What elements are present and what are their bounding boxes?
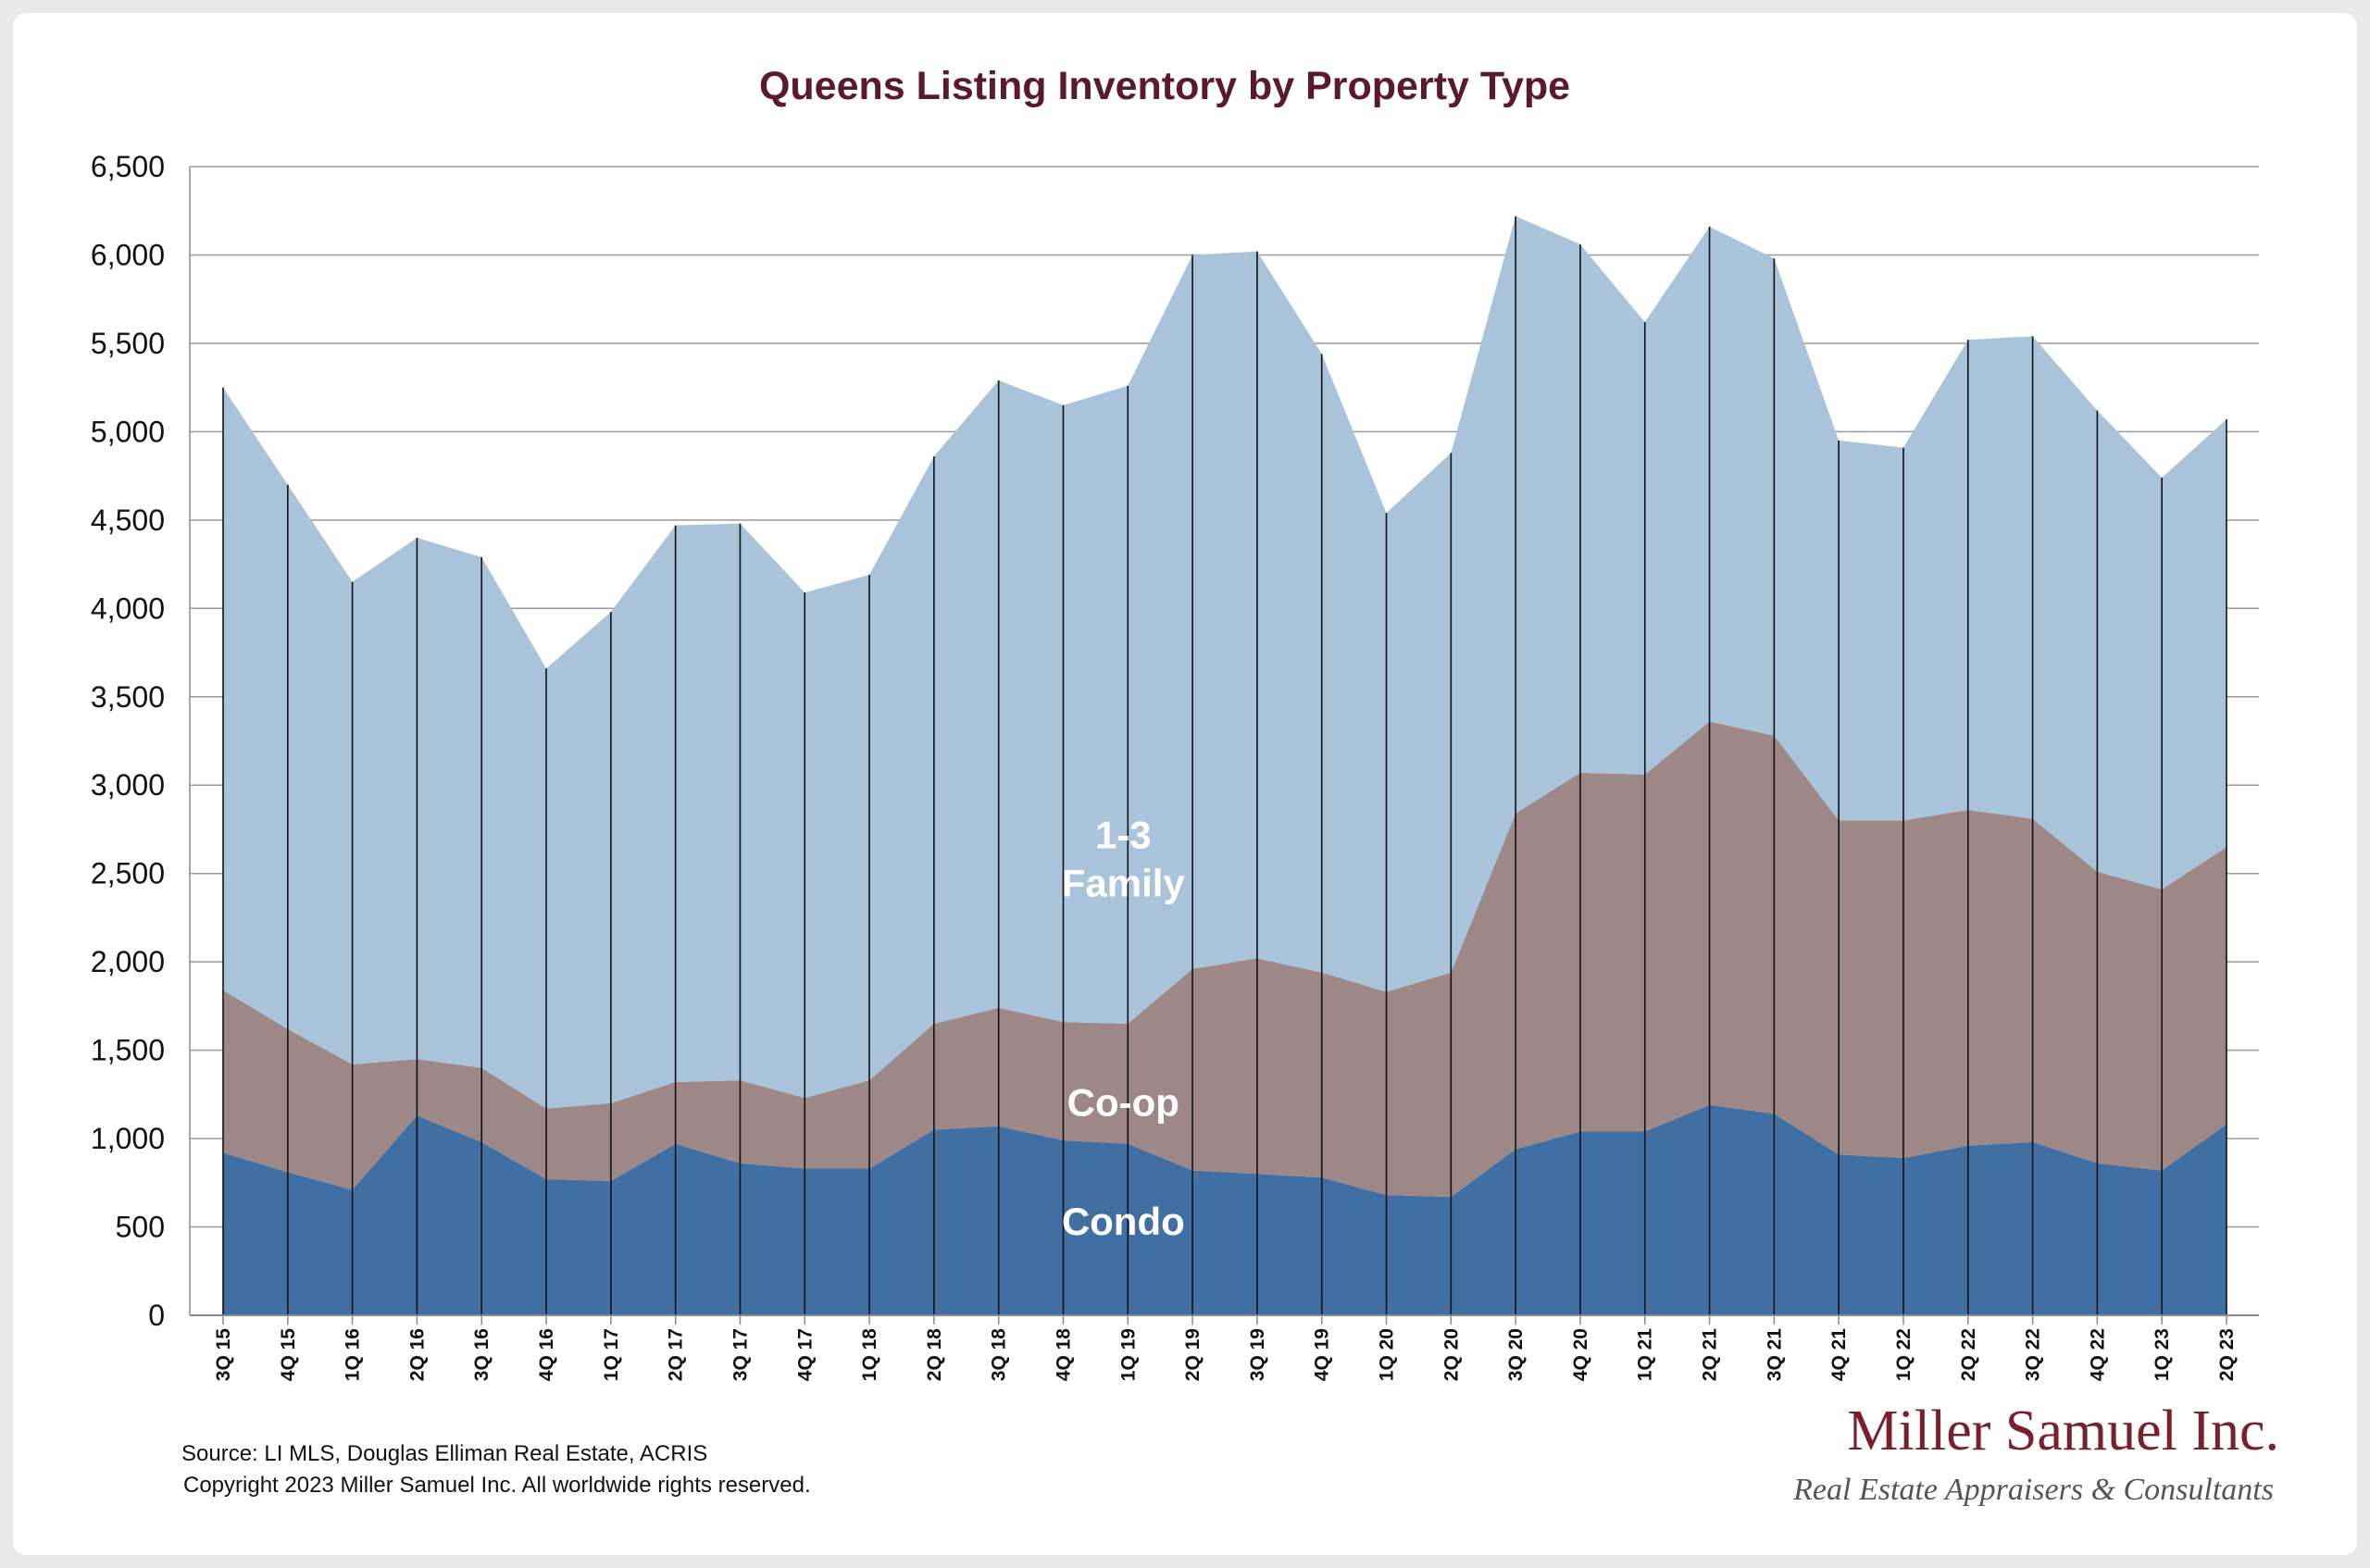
chart: Queens Listing Inventory by Property Typ… [91, 64, 2279, 1507]
y-tick-label: 4,500 [91, 504, 165, 537]
x-tick-label: 2Q 19 [1182, 1328, 1204, 1381]
y-tick-label: 2,000 [91, 945, 165, 978]
y-tick-label: 0 [148, 1299, 165, 1332]
y-tick-label: 3,000 [91, 768, 165, 802]
x-tick-label: 2Q 20 [1441, 1328, 1462, 1381]
x-tick-label: 1Q 22 [1893, 1328, 1915, 1381]
x-tick-label: 3Q 16 [471, 1328, 493, 1381]
x-tick-label: 3Q 18 [989, 1328, 1010, 1382]
y-tick-label: 5,500 [91, 327, 165, 360]
x-tick-label: 1Q 16 [343, 1328, 364, 1381]
series-labels: Condo Co-op 1-3 Family [1062, 814, 1186, 1244]
y-tick-label: 1,000 [91, 1122, 165, 1155]
x-tick-label: 2Q 21 [1700, 1328, 1721, 1382]
x-tick-label: 3Q 15 [213, 1328, 234, 1382]
x-tick-labels: 3Q 15 4Q 15 1Q 16 2Q 16 3Q 16 4Q 16 1Q 17 2Q 17… [213, 1328, 2238, 1382]
chart-frame: Queens Listing Inventory by Property Typ… [13, 13, 2357, 1555]
copyright-line: Copyright 2023 Miller Samuel Inc. All wo… [183, 1473, 811, 1498]
x-tick-label: 1Q 17 [601, 1328, 622, 1381]
area-series [223, 216, 2227, 1315]
y-tick-label: 2,500 [91, 857, 165, 890]
x-tick-label: 4Q 15 [278, 1328, 299, 1382]
y-tick-label: 3,500 [91, 680, 165, 714]
area-co-op [223, 721, 2227, 1198]
brand-logo-text: Miller Samuel Inc. [1847, 1400, 2279, 1462]
area-1-3-family [223, 216, 2227, 1109]
x-tick-label: 3Q 22 [2023, 1328, 2044, 1381]
x-tick-label: 4Q 16 [536, 1328, 557, 1381]
x-tick-label: 4Q 20 [1570, 1328, 1591, 1381]
x-tick-label: 3Q 17 [730, 1328, 751, 1381]
x-tick-label: 1Q 20 [1377, 1328, 1398, 1381]
x-tick-label: 1Q 18 [859, 1328, 880, 1382]
x-tick-label: 4Q 18 [1053, 1328, 1074, 1382]
brand-tagline: Real Estate Appraisers & Consultants [1792, 1473, 2274, 1507]
y-tick-label: 500 [116, 1211, 165, 1244]
x-tick-label: 4Q 19 [1312, 1328, 1333, 1381]
x-tick-label: 3Q 21 [1764, 1328, 1785, 1382]
chart-title: Queens Listing Inventory by Property Typ… [759, 64, 1570, 108]
y-tick-label: 5,000 [91, 415, 165, 448]
y-tick-label: 6,000 [91, 238, 165, 271]
x-tick-label: 4Q 17 [794, 1328, 816, 1381]
y-tick-label: 6,500 [91, 150, 165, 183]
y-tick-label: 4,000 [91, 591, 165, 625]
x-tick-label: 2Q 22 [1958, 1328, 1979, 1381]
x-tick-label: 3Q 20 [1505, 1328, 1527, 1381]
x-tick-label: 2Q 18 [924, 1328, 945, 1382]
x-tick-label: 1Q 23 [2152, 1328, 2173, 1381]
series-label-coop: Co-op [1067, 1080, 1179, 1124]
source-line: Source: LI MLS, Douglas Elliman Real Est… [181, 1441, 707, 1466]
series-label-condo: Condo [1062, 1200, 1185, 1243]
x-tick-label: 2Q 23 [2216, 1328, 2238, 1381]
y-tick-label: 1,500 [91, 1034, 165, 1067]
x-tick-label: 4Q 22 [2087, 1328, 2108, 1381]
x-tick-label: 1Q 21 [1635, 1328, 1656, 1382]
x-tick-label: 2Q 17 [666, 1328, 687, 1381]
category-droplines [222, 216, 2227, 1315]
area-condo [223, 1104, 2227, 1315]
x-tick-label: 2Q 16 [406, 1328, 428, 1381]
x-tick-label: 1Q 19 [1117, 1328, 1139, 1381]
series-label-1-3-family: 1-3 Family [1062, 814, 1186, 905]
x-tick-label: 3Q 19 [1247, 1328, 1268, 1381]
axes [189, 167, 2259, 1325]
x-tick-label: 4Q 21 [1828, 1328, 1850, 1382]
y-tick-labels: 0 500 1,000 1,500 2,000 2,500 3,000 3,500 4,000 4… [91, 150, 165, 1332]
